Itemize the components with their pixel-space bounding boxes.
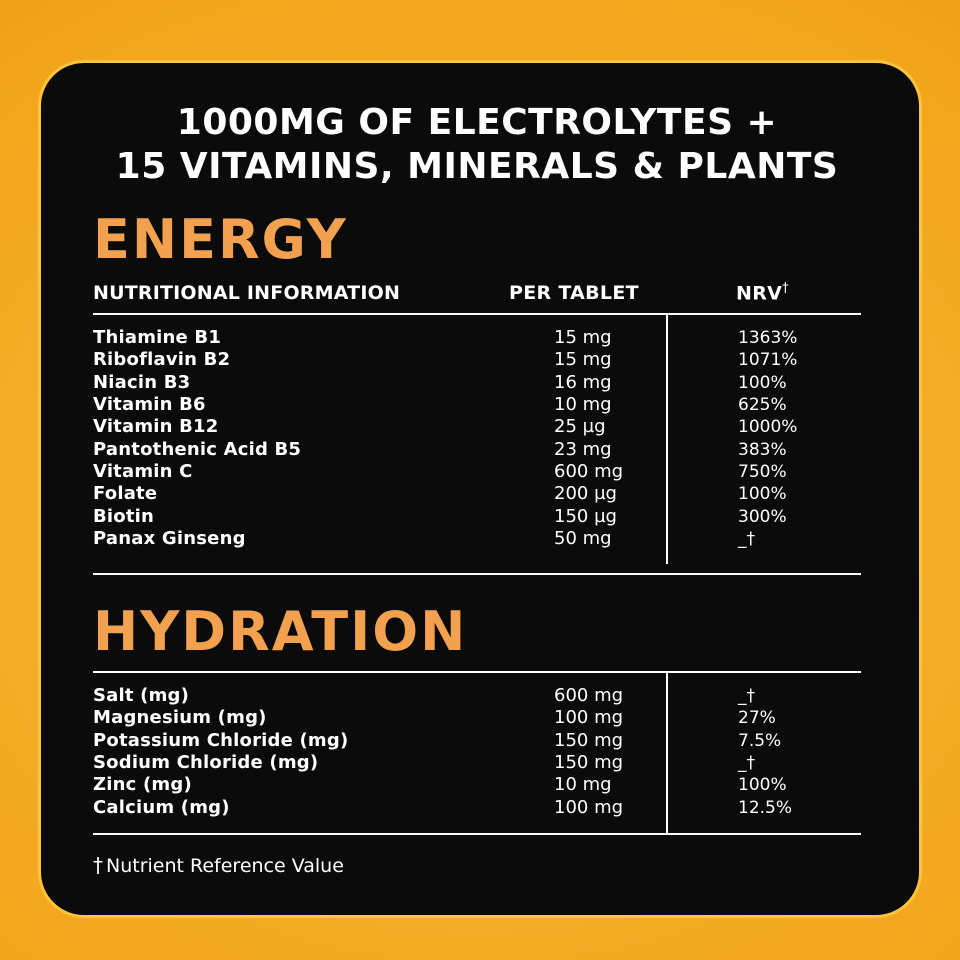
nutrient-amount: 10 mg [554, 394, 612, 416]
column-header-per-tablet: PER TABLET [509, 282, 639, 305]
dagger-icon: † [782, 280, 789, 296]
section-heading-energy: ENERGY [93, 207, 348, 271]
nutrient-amount: 150 mg [554, 752, 624, 773]
title-line-1: 1000MG OF ELECTROLYTES + [176, 102, 778, 143]
column-header-nrv: NRV† [666, 281, 861, 304]
nutrient-amount: 50 mg [554, 527, 612, 549]
footnote: † Nutrient Reference Value [93, 853, 861, 877]
table-row: Sodium Chloride (mg) 150 mg _† [93, 752, 861, 774]
nutrient-nrv: 383% [738, 439, 787, 460]
column-header-nutritional-information: NUTRITIONAL INFORMATION [93, 282, 401, 305]
nutrient-amount: 15 mg [554, 327, 612, 349]
table-row: Thiamine B1 15 mg 1363% [93, 327, 861, 349]
table-row: Vitamin B12 25 µg 1000% [93, 416, 861, 438]
panel-title: 1000MG OF ELECTROLYTES + 15 VITAMINS, MI… [93, 101, 861, 189]
nutrient-nrv: 100% [738, 372, 787, 393]
nutrient-name: Panax Ginseng [93, 527, 246, 549]
nutrient-amount: 600 mg [554, 685, 624, 707]
table-row: Pantothenic Acid B5 23 mg 383% [93, 439, 861, 461]
table-row: Biotin 150 µg 300% [93, 506, 861, 528]
nutrient-name: Potassium Chloride (mg) [93, 729, 349, 751]
table-row: Folate 200 µg 100% [93, 483, 861, 505]
nutrient-amount: 200 µg [554, 483, 617, 505]
table-row: Potassium Chloride (mg) 150 mg 7.5% [93, 730, 861, 752]
hydration-bottom-divider-line [93, 832, 861, 835]
table-header: NUTRITIONAL INFORMATION PER TABLET NRV† [93, 281, 861, 304]
table-row: Vitamin C 600 mg 750% [93, 461, 861, 483]
nutrient-name: Zinc (mg) [93, 774, 192, 796]
nutrient-nrv: 100% [738, 484, 787, 505]
nutrient-name: Vitamin C [93, 460, 193, 482]
nutrient-name: Thiamine B1 [93, 327, 222, 349]
nrv-label: NRV [736, 282, 783, 305]
nutrient-name: Calcium (mg) [93, 796, 230, 818]
nutrient-nrv: 12.5% [738, 797, 793, 818]
footnote-text: Nutrient Reference Value [106, 854, 344, 877]
nutrient-amount: 15 mg [554, 349, 612, 371]
nutrient-amount: 150 µg [554, 505, 617, 527]
nutrient-amount: 10 mg [554, 774, 612, 796]
nutrient-amount: 100 mg [554, 707, 624, 729]
nutrient-amount: 100 mg [554, 796, 624, 818]
section-heading-hydration: HYDRATION [93, 600, 468, 664]
hydration-table-rows: Salt (mg) 600 mg _† Magnesium (mg) 100 mg 27%… [93, 673, 861, 833]
nutrient-name: Vitamin B6 [93, 394, 206, 416]
energy-table-rows: Thiamine B1 15 mg 1363% Riboflavin B2 15 mg 1… [93, 315, 861, 565]
nutrient-nrv: _† [738, 753, 755, 773]
nutrient-name: Vitamin B12 [93, 416, 219, 438]
nutrient-nrv: 1071% [738, 350, 798, 371]
energy-bottom-divider-line [93, 573, 861, 576]
table-row: Salt (mg) 600 mg _† [93, 685, 861, 707]
nutrient-name: Magnesium (mg) [93, 707, 267, 729]
hydration-top-divider-line [93, 671, 861, 674]
column-divider-line [666, 673, 668, 833]
nutrient-nrv: 750% [738, 461, 787, 482]
header-divider-line [93, 313, 861, 316]
nutrient-nrv: 100% [738, 775, 787, 796]
nutrient-name: Riboflavin B2 [93, 349, 231, 371]
nutrient-amount: 23 mg [554, 438, 612, 460]
nutrient-amount: 150 mg [554, 729, 624, 751]
nutrient-nrv: _† [738, 528, 755, 549]
nutrient-nrv: 27% [738, 708, 776, 729]
nutrient-nrv: 625% [738, 395, 787, 416]
table-row: Panax Ginseng 50 mg _† [93, 528, 861, 550]
table-row: Magnesium (mg) 100 mg 27% [93, 707, 861, 729]
table-row: Vitamin B6 10 mg 625% [93, 394, 861, 416]
nutrient-nrv: 1363% [738, 328, 798, 349]
nutrient-nrv: _† [738, 686, 755, 707]
table-row: Riboflavin B2 15 mg 1071% [93, 349, 861, 371]
nutrient-name: Pantothenic Acid B5 [93, 438, 302, 460]
nutrient-name: Biotin [93, 505, 155, 527]
title-line-2: 15 VITAMINS, MINERALS & PLANTS [115, 145, 839, 187]
nutrient-nrv: 300% [738, 506, 787, 527]
nutrient-name: Folate [93, 483, 158, 505]
table-row: Zinc (mg) 10 mg 100% [93, 774, 861, 796]
column-divider-line [666, 315, 668, 565]
nutrient-name: Salt (mg) [93, 685, 190, 707]
nutrient-name: Niacin B3 [93, 371, 191, 393]
nutrient-amount: 25 µg [554, 416, 606, 438]
nutrient-name: Sodium Chloride (mg) [93, 752, 319, 773]
nutrient-nrv: 1000% [738, 417, 798, 438]
table-row: Niacin B3 16 mg 100% [93, 372, 861, 394]
nutrient-amount: 600 mg [554, 460, 624, 482]
nutrient-nrv: 7.5% [738, 730, 782, 751]
table-row: Calcium (mg) 100 mg 12.5% [93, 797, 861, 819]
nutrient-amount: 16 mg [554, 371, 612, 393]
dagger-icon: † [93, 852, 103, 877]
nutrition-panel: 1000MG OF ELECTROLYTES + 15 VITAMINS, MI… [38, 60, 922, 918]
